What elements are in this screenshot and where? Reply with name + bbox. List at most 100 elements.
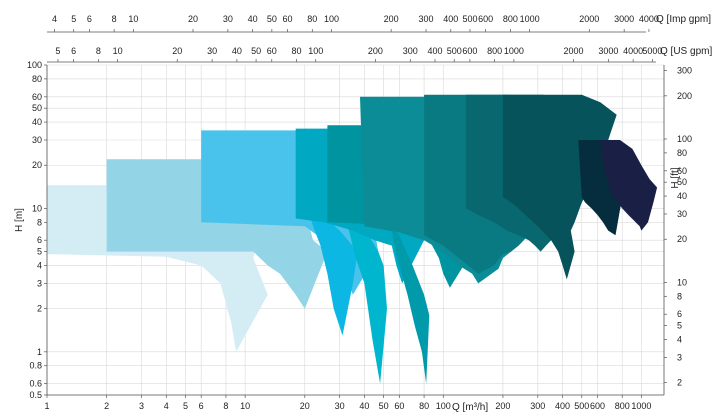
us-gpm-tick-label: 10 [113, 46, 123, 56]
ft-tick-label: 200 [677, 91, 692, 101]
us-gpm-tick-label: 80 [292, 46, 302, 56]
imp-gpm-tick-label: 500 [462, 14, 477, 24]
y-tick-label: 0.6 [29, 379, 42, 389]
ft-tick-label: 8 [677, 291, 682, 301]
imp-gpm-tick-label: 5 [71, 14, 76, 24]
x-tick-label: 500 [574, 401, 589, 411]
imp-gpm-tick-label: 4000 [639, 14, 659, 24]
series-group [47, 94, 658, 384]
imp-gpm-tick-label: 400 [443, 14, 458, 24]
us-gpm-tick-label: 20 [172, 46, 182, 56]
tick-labels: 1 2 3 4 5 6 8 10 20 30 40 50 60 80 100 200 300 400 500 600 8… [27, 14, 692, 411]
us-gpm-tick-label: 200 [368, 46, 383, 56]
imp-gpm-tick-label: 10 [128, 14, 138, 24]
us-gpm-tick-label: 800 [487, 46, 502, 56]
x-tick-label: 5 [183, 401, 188, 411]
x-tick-label: 50 [379, 401, 389, 411]
x-tick-label: 3 [139, 401, 144, 411]
x-tick-label: 20 [300, 401, 310, 411]
ft-tick-label: 80 [677, 148, 687, 158]
us-gpm-tick-label: 30 [207, 46, 217, 56]
ft-tick-label: 5 [677, 321, 682, 331]
imp-gpm-tick-label: 1000 [520, 14, 540, 24]
ft-tick-label: 10 [677, 277, 687, 287]
y-tick-label: 60 [32, 92, 42, 102]
imp-gpm-tick-label: 4 [52, 14, 57, 24]
imp-gpm-tick-label: 800 [503, 14, 518, 24]
x-axis-top-imp-title: Q [Imp gpm] [656, 14, 711, 25]
imp-gpm-tick-label: 40 [248, 14, 258, 24]
x-tick-label: 60 [394, 401, 404, 411]
y-tick-label: 6 [37, 235, 42, 245]
ft-tick-label: 2 [677, 378, 682, 388]
us-gpm-tick-label: 3000 [598, 46, 618, 56]
us-gpm-tick-label: 300 [403, 46, 418, 56]
y-tick-label: 40 [32, 117, 42, 127]
x-tick-label: 600 [590, 401, 605, 411]
imp-gpm-tick-label: 300 [419, 14, 434, 24]
imp-gpm-tick-label: 30 [223, 14, 233, 24]
us-gpm-tick-label: 50 [251, 46, 261, 56]
imp-gpm-tick-label: 2000 [579, 14, 599, 24]
ft-tick-label: 50 [677, 177, 687, 187]
pump-curve-series-4 [309, 211, 358, 336]
x-tick-label: 2 [104, 401, 109, 411]
imp-gpm-tick-label: 100 [324, 14, 339, 24]
y-tick-label: 20 [32, 160, 42, 170]
pump-curve-series-5 [347, 226, 387, 384]
y-tick-label: 8 [37, 217, 42, 227]
y-tick-label: 80 [32, 74, 42, 84]
ft-tick-label: 3 [677, 352, 682, 362]
x-tick-label: 10 [240, 401, 250, 411]
pump-curve-series-7 [391, 226, 430, 384]
pump-curve-series-14 [600, 140, 658, 231]
imp-gpm-tick-label: 60 [283, 14, 293, 24]
ft-tick-label: 40 [677, 191, 687, 201]
us-gpm-tick-label: 100 [308, 46, 323, 56]
y-tick-label: 10 [32, 203, 42, 213]
us-gpm-tick-label: 600 [462, 46, 477, 56]
x-tick-label: 300 [530, 401, 545, 411]
x-tick-label: 1000 [631, 401, 651, 411]
imp-gpm-tick-label: 600 [478, 14, 493, 24]
ft-tick-label: 4 [677, 334, 682, 344]
us-gpm-tick-label: 60 [267, 46, 277, 56]
ft-tick-label: 60 [677, 166, 687, 176]
x-tick-label: 6 [199, 401, 204, 411]
us-gpm-tick-label: 500 [447, 46, 462, 56]
ft-tick-label: 100 [677, 134, 692, 144]
x-tick-label: 80 [419, 401, 429, 411]
x-tick-label: 200 [495, 401, 510, 411]
x-tick-label: 100 [436, 401, 451, 411]
x-tick-label: 800 [615, 401, 630, 411]
ft-tick-label: 6 [677, 309, 682, 319]
y-tick-label: 1 [37, 347, 42, 357]
us-gpm-tick-label: 2000 [564, 46, 584, 56]
us-gpm-tick-label: 5 [55, 46, 60, 56]
x-tick-label: 400 [555, 401, 570, 411]
us-gpm-tick-label: 1000 [504, 46, 524, 56]
axes [46, 31, 665, 396]
us-gpm-tick-label: 5000 [642, 46, 662, 56]
y-tick-label: 5 [37, 247, 42, 257]
ft-tick-label: 300 [677, 66, 692, 76]
x-axis-top-us-title: Q [US gpm] [660, 46, 712, 57]
y-tick-label: 100 [27, 60, 42, 70]
us-gpm-tick-label: 400 [428, 46, 443, 56]
y-tick-label: 4 [37, 260, 42, 270]
imp-gpm-tick-label: 50 [267, 14, 277, 24]
x-tick-label: 1 [44, 401, 49, 411]
y-axis-right-title: H [ft] [670, 167, 681, 188]
imp-gpm-tick-label: 6 [87, 14, 92, 24]
us-gpm-tick-label: 40 [232, 46, 242, 56]
us-gpm-tick-label: 4000 [623, 46, 643, 56]
us-gpm-tick-label: 6 [71, 46, 76, 56]
x-tick-label: 4 [164, 401, 169, 411]
y-tick-label: 0.5 [29, 390, 42, 400]
ft-tick-label: 20 [677, 234, 687, 244]
x-tick-label: 40 [359, 401, 369, 411]
ft-tick-label: 30 [677, 209, 687, 219]
y-tick-label: 0.8 [29, 361, 42, 371]
